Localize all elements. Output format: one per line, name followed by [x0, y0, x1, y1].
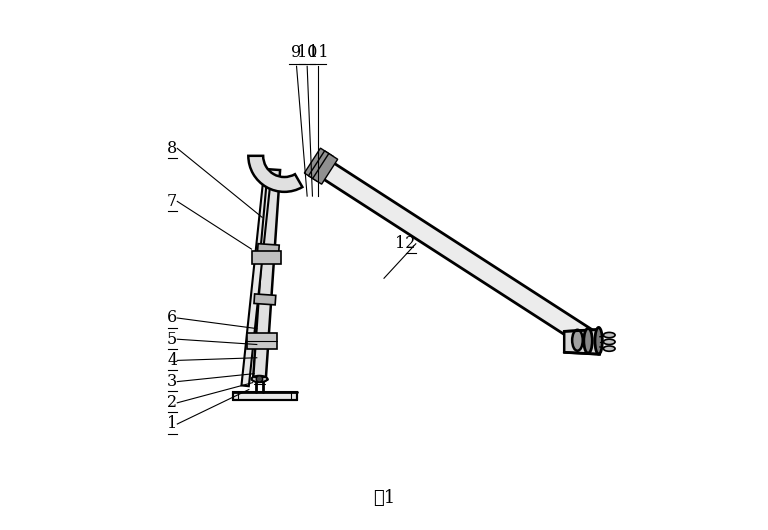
Polygon shape: [309, 151, 333, 181]
Ellipse shape: [604, 346, 615, 351]
Ellipse shape: [584, 329, 592, 353]
Polygon shape: [241, 185, 270, 386]
Bar: [252, 251, 281, 264]
Circle shape: [257, 376, 263, 382]
Text: 6: 6: [167, 310, 177, 326]
Ellipse shape: [595, 328, 602, 354]
Polygon shape: [257, 244, 280, 254]
Text: 9: 9: [291, 44, 302, 61]
Text: 12: 12: [396, 235, 415, 252]
Ellipse shape: [604, 332, 615, 338]
Text: 8: 8: [167, 140, 177, 157]
Text: 图1: 图1: [373, 489, 395, 507]
Text: 10: 10: [297, 44, 317, 61]
Text: 4: 4: [167, 352, 177, 369]
Text: 11: 11: [307, 44, 328, 61]
Polygon shape: [253, 169, 280, 379]
Polygon shape: [304, 148, 329, 179]
Ellipse shape: [604, 339, 615, 344]
Text: 3: 3: [167, 373, 177, 390]
Wedge shape: [248, 156, 303, 192]
Ellipse shape: [251, 376, 267, 382]
Polygon shape: [254, 294, 276, 305]
Polygon shape: [564, 330, 600, 354]
Bar: [247, 333, 277, 349]
Text: 5: 5: [167, 331, 177, 348]
Text: 1: 1: [167, 416, 177, 432]
Text: 2: 2: [167, 394, 177, 411]
Polygon shape: [309, 154, 598, 350]
Polygon shape: [233, 392, 296, 400]
Polygon shape: [313, 154, 338, 184]
Ellipse shape: [572, 330, 583, 351]
Text: 7: 7: [167, 193, 177, 210]
